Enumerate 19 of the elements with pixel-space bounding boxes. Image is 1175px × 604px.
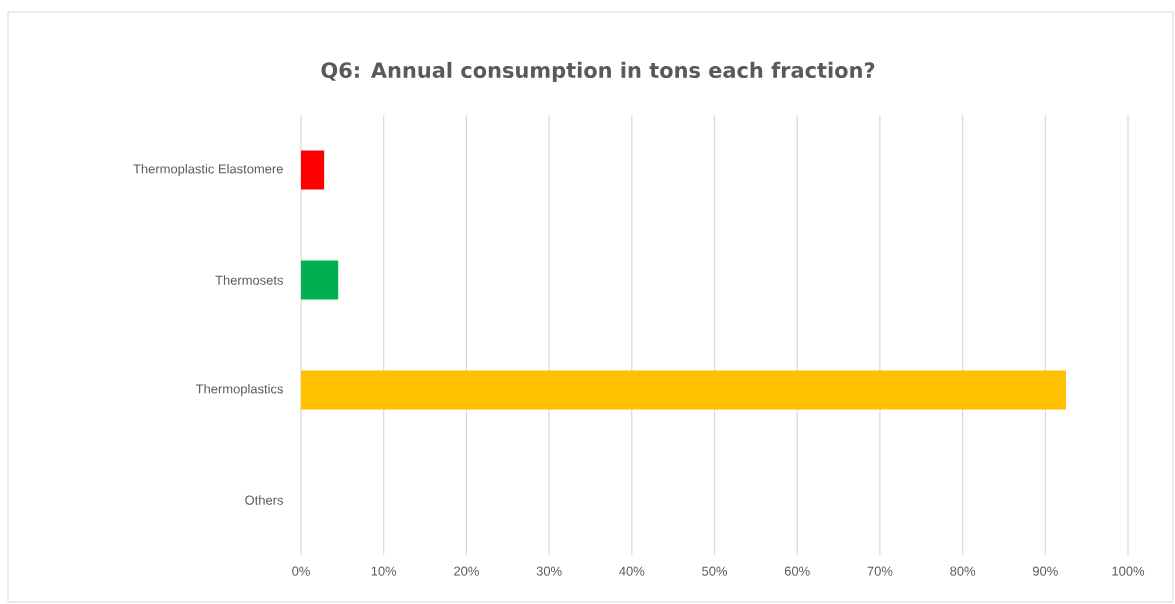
bar (301, 150, 325, 190)
bar (301, 370, 1066, 410)
y-tick-label: Thermoplastic Elastomere (133, 163, 283, 177)
x-tick-label: 90% (1032, 566, 1058, 576)
y-tick-label: Others (245, 495, 284, 505)
x-tick-label: 20% (454, 566, 479, 576)
x-tick-label: 70% (867, 566, 893, 576)
x-tick-label: 100% (1112, 566, 1145, 576)
x-tick-label: 30% (536, 566, 562, 576)
x-tick-label: 60% (784, 566, 810, 576)
bar (301, 260, 339, 300)
x-tick-label: 0% (292, 566, 310, 576)
x-tick-label: 40% (619, 566, 645, 576)
y-tick-label: Thermoplastics (195, 383, 284, 397)
y-tick-label: Thermosets (215, 275, 284, 285)
x-tick-label: 50% (702, 566, 728, 576)
chart-title: Q6: Annual consumption in tons each fraction? (321, 61, 875, 83)
x-tick-label: 80% (950, 566, 976, 576)
x-tick-label: 10% (371, 566, 397, 576)
